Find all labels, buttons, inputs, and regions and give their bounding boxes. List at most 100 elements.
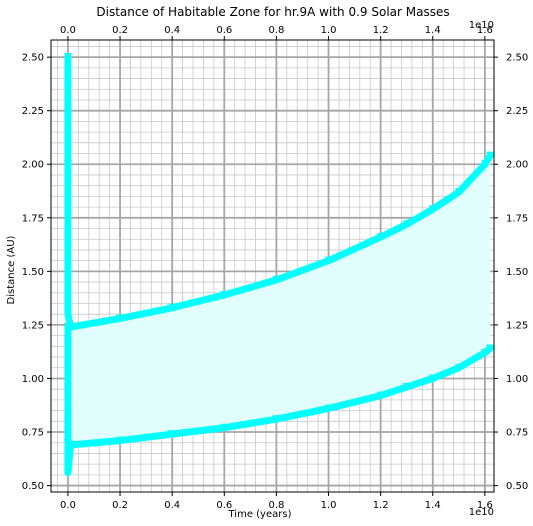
series-marker-0: [63, 310, 72, 319]
x-tick-label: 0.4: [164, 500, 180, 511]
x-tick-label-top: 1.0: [321, 25, 337, 36]
y-tick-label: 2.00: [22, 160, 44, 171]
y-tick-label: 2.25: [22, 106, 44, 117]
y-tick-label: 1.50: [22, 267, 44, 278]
x-tick-label-top: 0.0: [60, 25, 76, 36]
y-tick-label: 1.00: [22, 374, 44, 385]
series-marker-1: [116, 436, 125, 445]
x-tick-label: 1.4: [425, 500, 441, 511]
x-tick-label-top: 0.6: [216, 25, 232, 36]
series-marker-1: [63, 468, 72, 477]
series-marker-0: [402, 220, 411, 229]
series-marker-0: [63, 170, 72, 179]
series-marker-1: [66, 440, 75, 449]
series-marker-1: [63, 428, 72, 437]
series-marker-0: [63, 267, 72, 276]
series-marker-0: [63, 203, 72, 212]
y-axis-label: Distance (AU): [6, 235, 17, 304]
x-axis-label: Time (years): [228, 509, 292, 520]
series-marker-0: [63, 117, 72, 126]
series-marker-1: [168, 430, 177, 439]
y-tick-label: 0.50: [22, 481, 44, 492]
series-marker-1: [272, 415, 281, 424]
habitable-zone-area: [70, 155, 491, 445]
series-marker-0: [63, 160, 72, 169]
series-marker-0: [63, 85, 72, 94]
series-marker-0: [272, 275, 281, 284]
y-tick-label-right: 0.75: [506, 428, 528, 439]
series-marker-1: [63, 417, 72, 426]
y-tick-label-right: 1.50: [506, 267, 528, 278]
series-marker-0: [116, 314, 125, 323]
series-marker-0: [168, 303, 177, 312]
y-tick-label: 0.75: [22, 428, 44, 439]
series-marker-0: [63, 95, 72, 104]
series-marker-0: [63, 149, 72, 158]
series-marker-0: [63, 128, 72, 137]
y-tick-label-right: 1.00: [506, 374, 528, 385]
chart-title: Distance of Habitable Zone for hr.9A wit…: [96, 5, 449, 19]
habitable-zone-fill: [70, 155, 491, 445]
y-tick-label: 1.75: [22, 213, 44, 224]
y-tick-label-right: 2.00: [506, 160, 528, 171]
series-marker-1: [324, 404, 333, 413]
series-marker-0: [63, 235, 72, 244]
series-marker-1: [63, 449, 72, 458]
x-tick-label-top: 1.2: [373, 25, 389, 36]
series-marker-1: [480, 348, 489, 357]
series-marker-0: [63, 213, 72, 222]
series-marker-1: [63, 385, 72, 394]
series-marker-0: [324, 256, 333, 265]
plot-frame: [50, 39, 495, 493]
axes: 0.0 0.0 0.2 0.2 0.4 0.4 0.6 0.6 0.8 0.8 1.0 1.0 1.2 1…: [22, 25, 529, 511]
series-marker-0: [63, 63, 72, 72]
series-marker-0: [63, 288, 72, 297]
series-marker-0: [63, 256, 72, 265]
x-offset-label-top: 1e10: [469, 20, 494, 31]
y-tick-label-right: 2.50: [506, 53, 528, 64]
series-marker-0: [454, 188, 463, 197]
series-marker-1: [402, 383, 411, 392]
x-tick-label-top: 1.4: [425, 25, 441, 36]
series-marker-0: [63, 299, 72, 308]
x-tick-label: 1.2: [373, 500, 389, 511]
x-tick-label: 0.8: [268, 500, 284, 511]
series-marker-1: [486, 344, 495, 353]
series-marker-1: [63, 342, 72, 351]
x-offset-label-bottom: 1e10: [469, 507, 494, 518]
series-marker-1: [63, 406, 72, 415]
y-tick-label-right: 0.50: [506, 481, 528, 492]
x-tick-label-top: 0.4: [164, 25, 180, 36]
series-marker-0: [63, 224, 72, 233]
series-marker-1: [376, 391, 385, 400]
series-marker-0: [63, 192, 72, 201]
series-marker-0: [63, 74, 72, 83]
y-tick-label-right: 2.25: [506, 106, 528, 117]
series-group: [63, 53, 495, 477]
x-tick-label-top: 0.8: [268, 25, 284, 36]
series-marker-0: [376, 233, 385, 242]
y-tick-label: 2.50: [22, 53, 44, 64]
series-marker-0: [220, 290, 229, 299]
series-line-1: [64, 323, 494, 477]
series-marker-1: [63, 323, 72, 332]
series-marker-1: [454, 363, 463, 372]
y-tick-label-right: 1.75: [506, 213, 528, 224]
y-tick-label: 1.25: [22, 320, 44, 331]
x-tick-label: 1.0: [321, 500, 337, 511]
series-marker-0: [63, 181, 72, 190]
series-marker-0: [63, 278, 72, 287]
x-tick-label: 0.2: [112, 500, 128, 511]
series-marker-1: [63, 363, 72, 372]
y-tick-label-right: 1.25: [506, 320, 528, 331]
series-marker-0: [486, 151, 495, 160]
series-marker-0: [480, 160, 489, 169]
x-tick-label-top: 1.6: [477, 25, 493, 36]
x-tick-label: 0.0: [60, 500, 76, 511]
series-marker-0: [63, 53, 72, 62]
series-marker-0: [428, 205, 437, 214]
x-tick-label-top: 0.2: [112, 25, 128, 36]
series-marker-0: [63, 138, 72, 147]
x-tick-label: 0.6: [216, 500, 232, 511]
